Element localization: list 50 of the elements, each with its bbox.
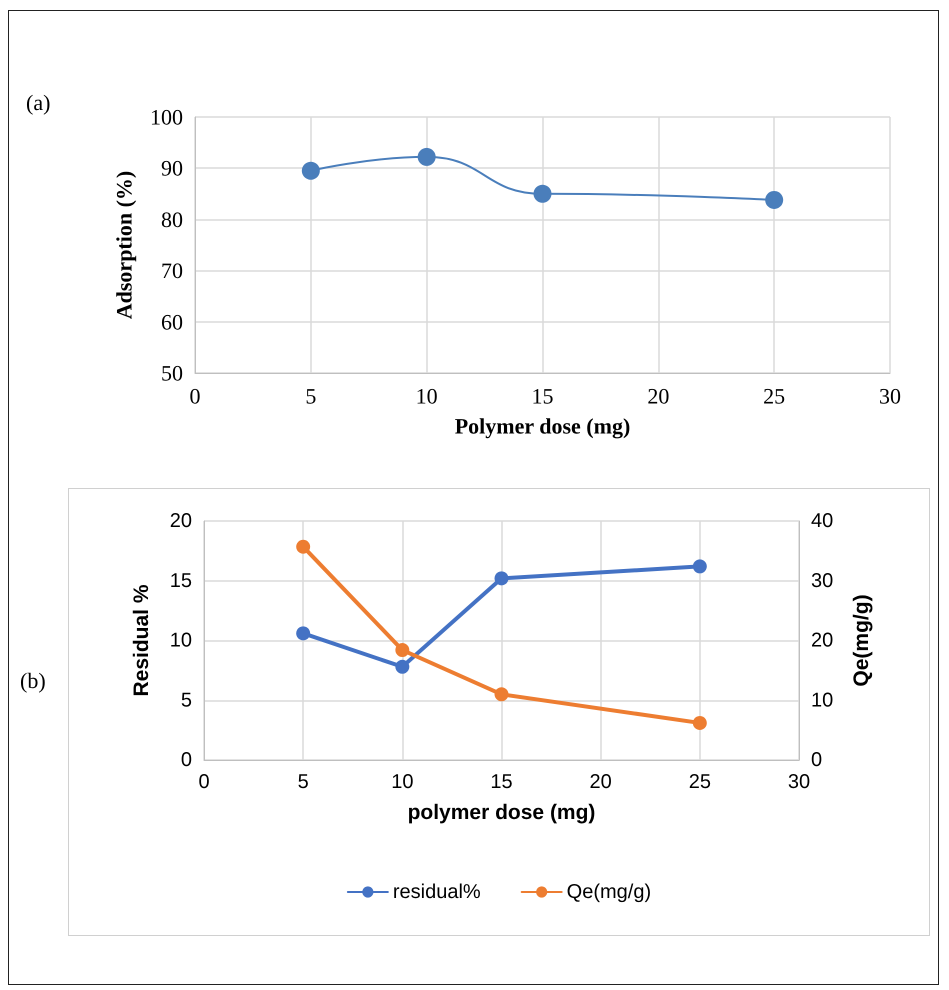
point [418,148,436,166]
y-axis-title: Adsorption (%) [112,170,136,320]
y-tick-label: 5 [180,689,192,712]
x-tick-label: 10 [391,771,414,793]
y-axis-title: Residual % [130,584,153,697]
x-tick-label: 30 [879,384,901,408]
legend-label: residual% [392,881,481,903]
point [692,559,707,574]
y-tick-label: 10 [170,630,192,652]
point [692,716,707,730]
y2-tick-label: 20 [811,630,834,652]
y-tick-label: 70 [161,258,183,284]
x-tick-label: 10 [416,384,438,408]
y-tick-label: 90 [161,156,183,181]
y2-tick-label: 30 [811,570,834,592]
x-tick-label: 25 [763,384,786,408]
y-tick-label: 50 [161,360,183,386]
y-tick-label: 0 [180,749,192,771]
y-tick-label: 100 [150,104,183,130]
x-tick-label: 20 [590,771,612,793]
point [302,162,320,180]
x-tick-label: 15 [532,384,554,408]
y2-tick-label: 0 [811,749,822,771]
y-tick-label: 20 [170,510,192,532]
y-tick-label: 80 [161,206,183,232]
point [296,540,310,554]
text: (a) [26,90,50,116]
y2-tick-label: 10 [811,689,834,712]
x-axis-title: Polymer dose (mg) [454,414,630,438]
x-tick-label: 25 [688,771,711,793]
point [494,687,508,702]
point [534,184,552,203]
x-tick-label: 5 [298,771,309,793]
x-axis-title: polymer dose (mg) [408,801,596,824]
y2-tick-label: 40 [811,510,834,532]
y-tick-label: 15 [170,570,192,592]
point [296,626,310,640]
text: (b) [20,668,46,694]
legend-label: Qe(mg/g) [566,881,652,903]
x-tick-label: 15 [490,771,513,793]
y-tick-label: 60 [161,309,183,334]
y2-axis-title: Qe(mg/g) [850,594,873,687]
point [395,643,410,658]
x-tick-label: 20 [647,384,670,408]
point [765,190,784,209]
x-tick-label: 5 [305,384,316,408]
x-tick-label: 0 [198,771,210,793]
x-tick-label: 30 [788,771,810,793]
point [395,660,410,674]
point [494,571,508,586]
